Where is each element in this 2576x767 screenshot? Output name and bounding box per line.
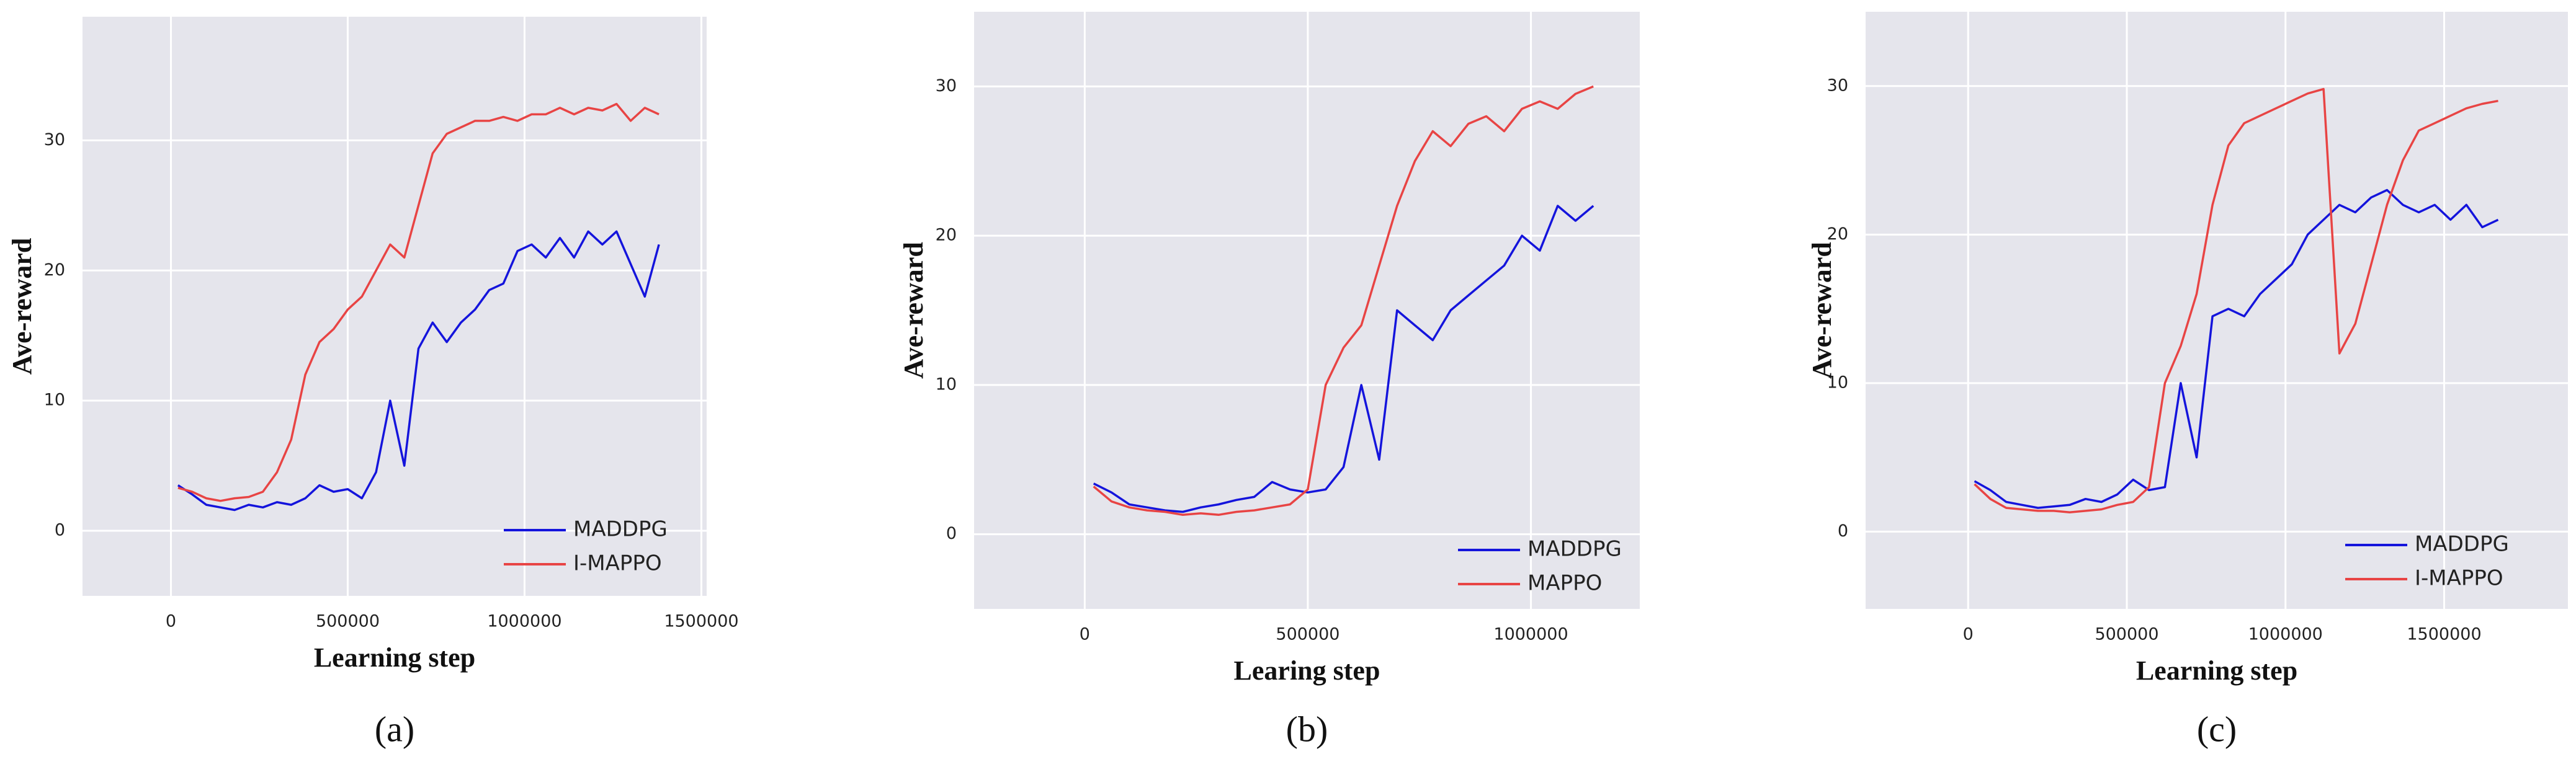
y-axis-label: Ave-reward: [7, 238, 37, 375]
x-tick-label: 0: [1080, 625, 1090, 644]
y-tick-label: 10: [1827, 373, 1848, 392]
data-line: [1093, 205, 1594, 513]
y-axis-label: Ave-reward: [898, 242, 929, 379]
x-tick-label: 1000000: [1493, 625, 1568, 644]
data-line: [1974, 87, 2498, 514]
x-tick-label: 1500000: [2407, 625, 2481, 644]
legend-label: I-MAPPO: [573, 551, 662, 576]
legend-label: I-MAPPO: [2415, 566, 2503, 591]
legend-label: MADDPG: [1527, 537, 1622, 562]
y-tick-label: 0: [55, 521, 65, 540]
x-tick-label: 1000000: [2248, 625, 2323, 644]
caption: (c): [2197, 709, 2237, 749]
y-tick-label: 20: [1827, 224, 1848, 244]
y-tick-label: 10: [44, 391, 65, 410]
data-line: [177, 102, 660, 502]
x-tick-label: 500000: [2095, 625, 2158, 644]
y-tick-label: 0: [1838, 521, 1848, 541]
x-tick-label: 1500000: [664, 612, 738, 631]
plot-area: [83, 17, 707, 596]
y-tick-label: 20: [936, 226, 957, 245]
x-tick-label: 500000: [316, 612, 380, 631]
caption: (b): [1286, 709, 1328, 749]
plot-area: [1866, 12, 2568, 609]
data-line: [1093, 85, 1594, 517]
y-tick-label: 0: [946, 524, 957, 543]
legend-label: MADDPG: [573, 517, 668, 542]
x-axis-label: Learning step: [2136, 655, 2297, 686]
legend-label: MADDPG: [2415, 532, 2509, 557]
x-tick-label: 0: [1963, 625, 1974, 644]
x-axis-label: Learing step: [1234, 655, 1380, 686]
x-tick-label: 1000000: [487, 612, 561, 631]
y-tick-label: 30: [44, 130, 65, 149]
y-tick-label: 30: [936, 76, 957, 95]
x-tick-label: 500000: [1276, 625, 1339, 644]
y-axis-label: Ave-reward: [1807, 242, 1837, 379]
data-line: [177, 230, 660, 512]
y-tick-label: 20: [44, 260, 65, 280]
data-line: [1974, 188, 2499, 509]
caption: (a): [375, 709, 414, 749]
y-tick-label: 10: [936, 375, 957, 394]
legend-label: MAPPO: [1527, 571, 1602, 596]
x-tick-label: 0: [166, 612, 176, 631]
y-tick-label: 30: [1827, 76, 1848, 95]
x-axis-label: Learning step: [314, 642, 475, 673]
